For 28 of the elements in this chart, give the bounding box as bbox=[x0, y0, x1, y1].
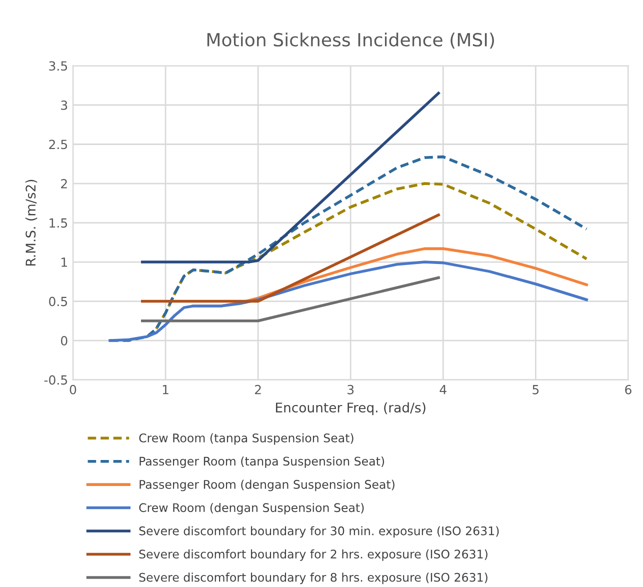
y-axis-title: R.M.S. (m/s2) bbox=[25, 180, 38, 266]
legend-label: Severe discomfort boundary for 2 hrs. exposure (ISO 2631) bbox=[139, 549, 488, 561]
x-tick-label: 3 bbox=[348, 384, 354, 394]
legend-label: Crew Room (dengan Suspension Seat) bbox=[139, 502, 364, 514]
y-tick-label: 2.5 bbox=[49, 140, 68, 150]
x-tick-label: 0 bbox=[70, 384, 76, 394]
line-series bbox=[154, 182, 588, 330]
x-tick-label: 1 bbox=[162, 385, 168, 394]
x-axis-title: Encounter Freq. (rad/s) bbox=[276, 402, 426, 416]
y-tick-label: 0.5 bbox=[49, 296, 68, 306]
y-tick-label: -0.5 bbox=[44, 375, 68, 385]
line-series bbox=[108, 260, 588, 342]
legend-label: Crew Room (tanpa Suspension Seat) bbox=[139, 433, 354, 445]
legend-label: Passenger Room (dengan Suspension Seat) bbox=[140, 480, 394, 492]
y-tick-label: 3.5 bbox=[49, 61, 68, 71]
y-tick-label: 1 bbox=[62, 258, 67, 267]
chart-title: Motion Sickness Incidence (MSI) bbox=[207, 32, 494, 49]
legend-label: Severe discomfort boundary for 30 min. exposure (ISO 2631) bbox=[139, 526, 499, 538]
legend-label: Severe discomfort boundary for 8 hrs. exposure (ISO 2631) bbox=[139, 572, 488, 584]
y-tick-label: 0 bbox=[60, 336, 68, 346]
y-tick-label: 1.5 bbox=[50, 218, 68, 228]
x-tick-label: 2 bbox=[254, 384, 261, 394]
y-tick-label: 3 bbox=[61, 100, 68, 110]
x-tick-label: 6 bbox=[625, 384, 632, 394]
x-tick-label: 5 bbox=[532, 385, 539, 394]
x-tick-label: 4 bbox=[440, 385, 446, 394]
y-tick-label: 2 bbox=[61, 178, 67, 188]
legend-label: Passenger Room (tanpa Suspension Seat) bbox=[140, 456, 384, 468]
